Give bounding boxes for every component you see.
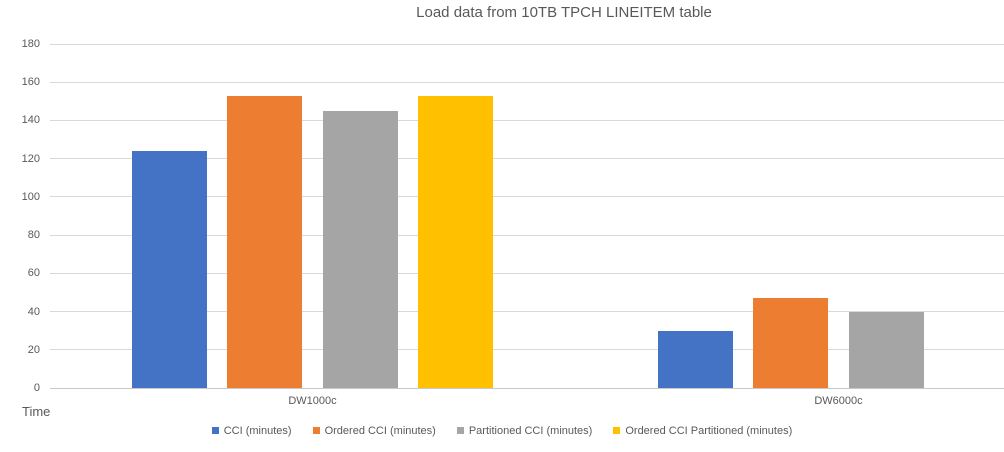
y-tick-label: 140 [21, 114, 40, 127]
legend-swatch-icon [613, 427, 621, 434]
gridline [50, 272, 1004, 274]
legend-label: Ordered CCI (minutes) [324, 424, 436, 437]
legend: CCI (minutes) Ordered CCI (minutes) Partit… [0, 423, 1004, 438]
legend-item-series-0: CCI (minutes) [211, 424, 292, 437]
y-tick-label: 120 [21, 152, 40, 165]
bar-dw6000c-series-1 [753, 298, 829, 388]
gridline [50, 43, 1004, 45]
y-tick-label: 180 [21, 38, 40, 50]
category-label-dw1000c: DW1000c [288, 395, 337, 407]
y-tick-label: 40 [27, 305, 40, 318]
gridline [50, 119, 1004, 121]
legend-label: Partitioned CCI (minutes) [468, 424, 593, 437]
y-tick-label: 160 [21, 76, 40, 89]
legend-item-series-2: Partitioned CCI (minutes) [456, 424, 593, 437]
gridline [50, 196, 1004, 198]
y-tick-label: 60 [27, 267, 40, 280]
gridline [50, 81, 1004, 83]
category-label-dw6000c: DW6000c [814, 395, 863, 407]
y-tick-label: 100 [21, 190, 40, 203]
legend-item-series-1: Ordered CCI (minutes) [312, 424, 436, 437]
gridline [50, 234, 1004, 236]
bar-dw1000c-series-2 [322, 110, 398, 388]
bar-dw1000c-series-3 [418, 95, 494, 388]
bar-dw6000c-series-2 [848, 311, 924, 388]
legend-label: Ordered CCI Partitioned (minutes) [625, 424, 793, 437]
axis-title-time: Time [22, 404, 51, 419]
gridline [50, 349, 1004, 351]
chart-title: Load data from 10TB TPCH LINEITEM table [416, 4, 712, 21]
gridline [50, 311, 1004, 313]
bar-dw1000c-series-1 [227, 95, 303, 388]
y-tick-label: 20 [27, 343, 40, 356]
legend-swatch-icon [456, 427, 464, 434]
legend-label: CCI (minutes) [223, 424, 292, 437]
y-tick-label: 0 [33, 382, 40, 394]
y-tick-label: 80 [27, 229, 40, 242]
legend-swatch-icon [312, 427, 320, 434]
legend-item-series-3: Ordered CCI Partitioned (minutes) [613, 425, 792, 437]
x-axis-line [50, 387, 1004, 389]
bar-dw6000c-series-0 [657, 330, 733, 388]
bar-dw1000c-series-0 [131, 151, 207, 388]
legend-swatch-icon [211, 427, 219, 434]
gridline [50, 158, 1004, 160]
